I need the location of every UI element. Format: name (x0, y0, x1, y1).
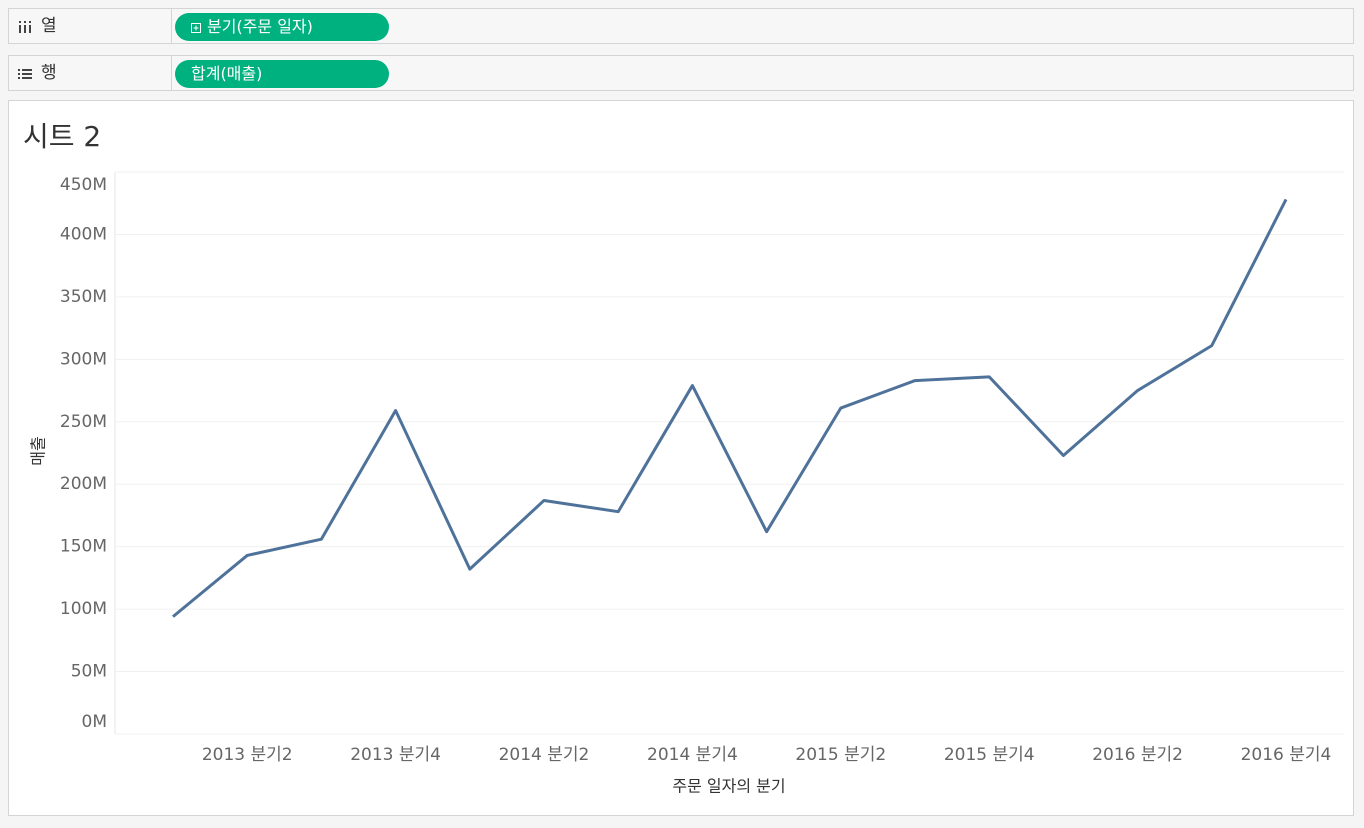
rows-icon (18, 69, 32, 79)
sheet-title: 시트 2 (23, 120, 101, 153)
pill-text: 합계(매출) (191, 64, 263, 83)
chart: 시트 2 주문 일자의 분기 매출 0M 50M 100M 150M 200M 250M 3… (23, 120, 1344, 796)
shelf-label-text: 열 (41, 16, 57, 36)
x-tick-label: 2014 분기2 (499, 745, 590, 765)
y-tick-label: 350M (60, 287, 107, 307)
x-axis-title: 주문 일자의 분기 (672, 777, 785, 796)
y-tick-label: 450M (60, 175, 107, 195)
shelf-label: 열 (9, 9, 172, 43)
y-tick-label: 150M (60, 537, 107, 557)
sales-line (172, 198, 1288, 618)
y-tick-label: 50M (71, 662, 107, 682)
y-axis-title: 매출 (29, 436, 48, 465)
x-tick-label: 2015 분기2 (795, 745, 886, 765)
shelf-label: 행 (9, 56, 172, 90)
x-tick-label: 2016 분기4 (1241, 745, 1332, 765)
field-pill[interactable]: 분기(주문 일자) (175, 13, 389, 41)
y-tick-label: 300M (60, 349, 107, 369)
x-tick-label: 2014 분기4 (647, 745, 738, 765)
y-tick-label: 250M (60, 412, 107, 432)
x-tick-label: 2015 분기4 (944, 745, 1035, 765)
y-tick-label: 400M (60, 224, 107, 244)
y-tick-label: 100M (60, 599, 107, 619)
shelf-label-text: 행 (41, 63, 57, 83)
columns-shelf: 열 분기(주문 일자) (8, 8, 1354, 44)
expand-icon[interactable] (191, 23, 201, 33)
rows-shelf: 행 합계(매출) (8, 55, 1354, 91)
x-tick-label: 2013 분기2 (202, 745, 293, 765)
x-tick-label: 2013 분기4 (350, 745, 441, 765)
pill-text: 분기(주문 일자) (207, 17, 313, 36)
y-tick-label: 200M (60, 474, 107, 494)
field-pill[interactable]: 합계(매출) (175, 60, 389, 88)
columns-icon (19, 21, 31, 33)
x-tick-label: 2016 분기2 (1092, 745, 1183, 765)
y-tick-label: 0M (82, 712, 107, 732)
sheet-panel: 시트 2 주문 일자의 분기 매출 0M 50M 100M 150M 200M 250M 3… (8, 100, 1354, 816)
